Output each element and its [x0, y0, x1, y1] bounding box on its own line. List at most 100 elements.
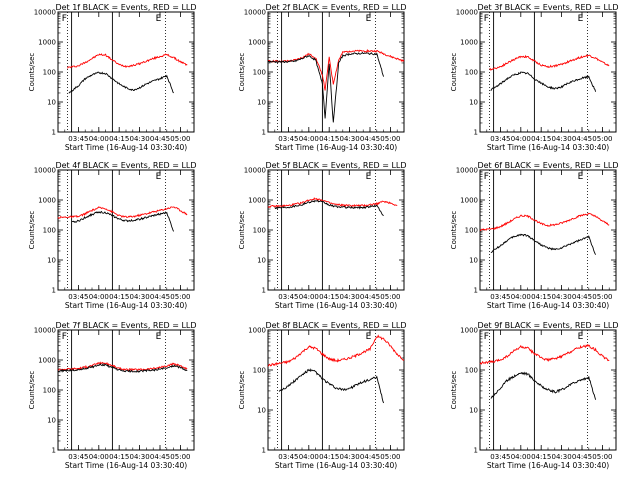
events-series-line	[278, 368, 385, 404]
events-series-line	[490, 233, 597, 255]
events-series-line	[274, 199, 384, 217]
x-axis-label: Start Time (16-Aug-14 03:30:40)	[275, 301, 397, 310]
chart-title: Det 7f BLACK = Events, RED = LLD	[55, 321, 196, 330]
chart-title: Det 4f BLACK = Events, RED = LLD	[55, 161, 196, 170]
plot-frame	[267, 329, 405, 451]
x-tick-label: 04:45	[150, 293, 170, 301]
lld-series-line	[267, 48, 405, 91]
x-tick-label: 04:15	[531, 453, 551, 461]
x-tick-label: 03:45	[278, 293, 298, 301]
x-tick-label: 04:15	[531, 135, 551, 143]
y-tick-label: 10	[47, 257, 56, 265]
x-tick-label: 04:45	[360, 135, 380, 143]
y-tick-label: 1000	[460, 327, 478, 335]
y-tick-label: 10000	[34, 9, 56, 17]
x-tick-label: 04:45	[572, 453, 592, 461]
events-series-line	[57, 362, 188, 373]
chart-title: Det 6f BLACK = Events, RED = LLD	[477, 161, 618, 170]
x-tick-label: 04:00	[299, 453, 319, 461]
x-tick-label: 04:00	[89, 453, 109, 461]
x-tick-label: 04:30	[340, 135, 360, 143]
chart-title: Det 5f BLACK = Events, RED = LLD	[265, 161, 406, 170]
plot-frame	[57, 329, 195, 451]
events-series-line	[267, 51, 385, 123]
x-tick-label: 04:15	[109, 135, 129, 143]
x-tick-label: 04:00	[511, 293, 531, 301]
x-tick-label: 04:15	[319, 453, 339, 461]
x-tick-label: 05:00	[380, 453, 400, 461]
x-axis-label: Start Time (16-Aug-14 03:30:40)	[275, 143, 397, 152]
y-tick-label: 10	[257, 407, 266, 415]
y-tick-label: 1000	[38, 197, 56, 205]
y-axis-label: Counts/sec	[238, 53, 246, 92]
chart-panel-3: Det 3f BLACK = Events, RED = LLD 1 10 100 10…	[450, 3, 619, 152]
lld-series-line	[67, 53, 188, 69]
x-tick-label: 04:30	[552, 135, 572, 143]
x-tick-label: 04:15	[319, 135, 339, 143]
flag-label: F	[484, 172, 489, 182]
y-tick-label: 1	[262, 447, 266, 455]
y-tick-label: 1000	[460, 197, 478, 205]
y-axis-label: Counts/sec	[450, 53, 458, 92]
x-tick-label: 04:00	[89, 135, 109, 143]
y-axis-label: Counts/sec	[450, 371, 458, 410]
plot-frame	[267, 169, 405, 291]
x-tick-label: 04:00	[299, 293, 319, 301]
y-tick-label: 100	[465, 69, 478, 77]
y-tick-label: 1000	[460, 39, 478, 47]
y-axis-label: Counts/sec	[450, 211, 458, 250]
y-tick-label: 10000	[34, 327, 56, 335]
chart-panel-6: Det 6f BLACK = Events, RED = LLD 1 10 100 10…	[450, 161, 619, 310]
y-tick-label: 10000	[244, 167, 266, 175]
plot-frame	[479, 11, 617, 133]
x-axis-label: Start Time (16-Aug-14 03:30:40)	[65, 301, 187, 310]
flag-label: F	[62, 14, 67, 24]
chart-panel-2: Det 2f BLACK = Events, RED = LLD 1 10 100 10…	[238, 3, 407, 152]
x-tick-label: 03:45	[68, 453, 88, 461]
x-tick-label: 05:00	[170, 453, 190, 461]
x-tick-label: 04:45	[360, 293, 380, 301]
x-tick-label: 04:00	[511, 453, 531, 461]
chart-title: Det 3f BLACK = Events, RED = LLD	[477, 3, 618, 12]
x-tick-label: 05:00	[380, 135, 400, 143]
events-series-line	[68, 71, 174, 94]
events-series-line	[490, 371, 597, 400]
x-tick-label: 05:00	[380, 293, 400, 301]
y-tick-label: 10000	[34, 167, 56, 175]
flag-label: E	[156, 14, 162, 24]
x-tick-label: 05:00	[592, 293, 612, 301]
x-tick-label: 04:30	[340, 453, 360, 461]
x-axis-label: Start Time (16-Aug-14 03:30:40)	[65, 461, 187, 470]
y-tick-label: 1	[262, 287, 266, 295]
chart-panel-7: Det 7f BLACK = Events, RED = LLD 1 10 100 10…	[28, 321, 197, 470]
y-axis-label: Counts/sec	[28, 371, 36, 410]
y-tick-label: 100	[43, 69, 56, 77]
y-tick-label: 1000	[248, 39, 266, 47]
x-axis-label: Start Time (16-Aug-14 03:30:40)	[487, 143, 609, 152]
plot-frame	[57, 169, 195, 291]
y-tick-label: 10000	[244, 9, 266, 17]
x-tick-label: 04:00	[511, 135, 531, 143]
x-tick-label: 03:45	[490, 453, 510, 461]
lld-series-line	[57, 361, 188, 372]
x-tick-label: 04:30	[340, 293, 360, 301]
lld-series-line	[267, 334, 405, 367]
x-tick-label: 04:30	[130, 453, 150, 461]
y-axis-label: Counts/sec	[238, 211, 246, 250]
x-tick-label: 05:00	[592, 453, 612, 461]
chart-title: Det 2f BLACK = Events, RED = LLD	[265, 3, 406, 12]
y-tick-label: 100	[253, 367, 266, 375]
x-tick-label: 04:15	[319, 293, 339, 301]
y-tick-label: 10	[47, 417, 56, 425]
y-tick-label: 1	[52, 129, 56, 137]
x-tick-label: 04:45	[572, 135, 592, 143]
x-tick-label: 04:00	[299, 135, 319, 143]
x-tick-label: 04:15	[531, 293, 551, 301]
chart-panel-5: Det 5f BLACK = Events, RED = LLD 1 10 100 10…	[238, 161, 407, 310]
y-tick-label: 1	[52, 447, 56, 455]
flag-label: E	[366, 332, 372, 342]
lld-series-line	[489, 54, 610, 71]
chart-title: Det 9f BLACK = Events, RED = LLD	[477, 321, 618, 330]
chart-title: Det 1f BLACK = Events, RED = LLD	[55, 3, 196, 12]
